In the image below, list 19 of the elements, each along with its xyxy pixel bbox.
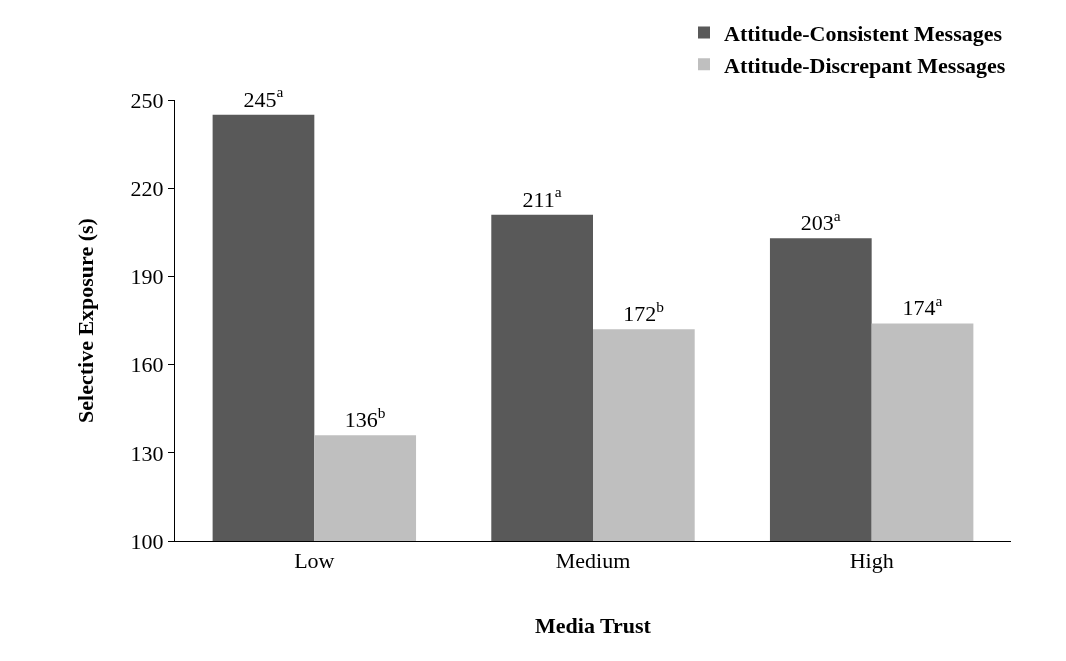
x-tick-label: Low bbox=[294, 548, 335, 574]
legend-label: Attitude-Discrepant Messages bbox=[724, 52, 1006, 78]
legend-label: Attitude-Consistent Messages bbox=[724, 21, 1003, 47]
data-label: 203$^{a}$ bbox=[800, 206, 841, 236]
data-label: 245$^{a}$ bbox=[243, 83, 284, 112]
x-tick-label: Medium bbox=[555, 548, 631, 574]
y-tick-label: 220 bbox=[130, 175, 164, 201]
data-label: 174$^{a}$ bbox=[902, 292, 943, 321]
data-label: 136$^{b}$ bbox=[344, 403, 386, 433]
x-axis-title: Media Trust bbox=[535, 613, 652, 639]
data-label: 211$^{a}$ bbox=[522, 183, 562, 212]
data-label: 172$^{b}$ bbox=[623, 298, 665, 327]
y-tick-label: 190 bbox=[130, 264, 164, 290]
y-tick-label: 160 bbox=[130, 352, 164, 378]
y-tick-label: 130 bbox=[130, 440, 164, 466]
y-axis-title: Selective Exposure (s) bbox=[73, 218, 99, 423]
y-tick-label: 250 bbox=[130, 87, 164, 113]
x-tick-label: High bbox=[849, 548, 894, 574]
y-tick-label: 100 bbox=[130, 528, 164, 554]
